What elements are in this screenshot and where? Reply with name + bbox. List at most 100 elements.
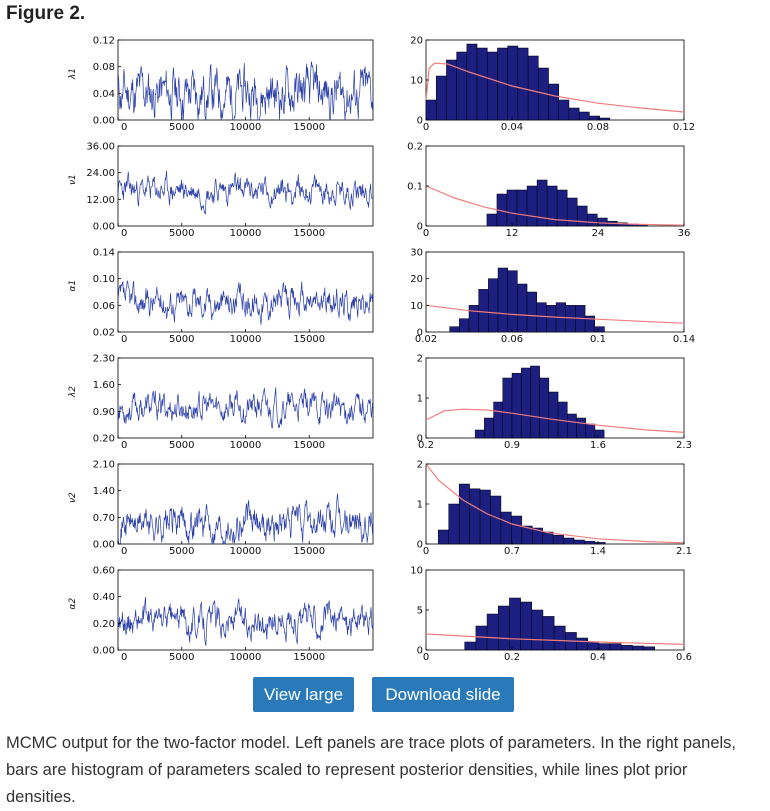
histogram-bar <box>476 47 488 121</box>
histogram-bar <box>516 189 528 227</box>
histogram-bar <box>587 213 598 227</box>
hist-ytick-label: 0 <box>417 222 423 233</box>
histogram-bar <box>479 489 491 545</box>
histogram-bar <box>542 616 555 651</box>
histogram-bar <box>531 609 544 651</box>
hist-xtick-label: 0.1 <box>590 334 606 345</box>
histogram-bar <box>553 625 566 651</box>
trace-line-5 <box>117 493 374 545</box>
parameter-label: λ1 <box>68 68 78 80</box>
histogram-bar <box>486 613 499 651</box>
histogram-bar <box>567 413 577 439</box>
hist-ytick-label: 0 <box>417 116 423 127</box>
histogram-bar <box>539 377 550 439</box>
histogram-bar <box>563 537 575 545</box>
trace-xtick-label: 10000 <box>230 334 262 345</box>
trace-ytick-label: 0.60 <box>93 566 115 577</box>
histogram-bar <box>511 372 522 439</box>
trace-line-2 <box>117 170 374 215</box>
trace-xtick-label: 10000 <box>230 228 262 239</box>
trace-xtick-label: 0 <box>121 228 127 239</box>
hist-xtick-label: 0.4 <box>590 652 606 663</box>
histogram-bar <box>507 45 519 121</box>
hist-xtick-label: 0 <box>423 652 429 663</box>
hist-ytick-label: 0 <box>417 540 423 551</box>
hist-ytick-label: 5 <box>417 606 423 617</box>
trace-ytick-label: 1.60 <box>93 380 115 391</box>
prior-density-line-2 <box>425 185 685 226</box>
hist-xtick-label: 1.4 <box>590 546 606 557</box>
trace-xtick-label: 5000 <box>169 122 194 133</box>
trace-xtick-label: 5000 <box>169 334 194 345</box>
trace-ytick-label: 2.10 <box>93 460 115 471</box>
histogram-bar <box>526 291 537 333</box>
trace-ytick-label: 0.20 <box>93 434 115 445</box>
hist-ytick-label: 1 <box>417 500 423 511</box>
download-slide-button[interactable]: Download slide <box>372 677 514 712</box>
histogram-bar <box>448 503 460 545</box>
histogram-bar <box>490 495 502 545</box>
trace-xtick-label: 5000 <box>169 228 194 239</box>
view-large-button[interactable]: View large <box>253 677 354 712</box>
histogram-bar <box>500 511 512 545</box>
trace-xtick-label: 15000 <box>293 440 325 451</box>
histogram-bar <box>558 99 570 121</box>
trace-ytick-label: 0.02 <box>93 328 115 339</box>
histogram-bar <box>594 326 605 333</box>
histogram-bar <box>587 641 600 651</box>
histogram-bar <box>576 637 588 651</box>
histogram-bar <box>573 539 585 545</box>
hist-xtick-label: 0.12 <box>673 122 695 133</box>
histogram-bar <box>526 185 538 227</box>
prior-density-line-4 <box>425 408 685 433</box>
trace-line-6 <box>117 597 374 647</box>
histogram-bar <box>548 391 559 439</box>
histogram-bar <box>565 305 576 333</box>
histogram-bar <box>609 643 622 651</box>
hist-ytick-label: 1 <box>417 394 423 405</box>
histogram-bar <box>517 283 528 333</box>
histogram-bar <box>458 483 470 545</box>
parameter-label: ν2 <box>68 492 78 503</box>
parameter-label: α2 <box>68 598 78 610</box>
prior-density-line-3 <box>425 304 685 324</box>
trace-ytick-label: 0.00 <box>93 222 115 233</box>
hist-ytick-label: 0.1 <box>407 182 423 193</box>
trace-ytick-label: 24.00 <box>86 168 115 179</box>
histogram-bar <box>530 365 540 439</box>
trace-xtick-label: 0 <box>121 440 127 451</box>
histogram-bar <box>484 417 494 439</box>
prior-density-line-6 <box>425 633 685 645</box>
histogram-bar <box>487 51 498 121</box>
hist-ytick-label: 20 <box>410 274 423 285</box>
histogram-bar <box>456 51 468 121</box>
hist-xtick-label: 0 <box>423 228 429 239</box>
hist-ytick-label: 2 <box>417 460 423 471</box>
trace-xtick-label: 0 <box>121 122 127 133</box>
histogram-bar <box>511 515 523 545</box>
histogram-bar <box>548 83 560 121</box>
histogram-bar <box>468 305 479 333</box>
histogram-bar <box>520 601 533 651</box>
trace-ytick-label: 0.90 <box>93 407 115 418</box>
histogram-bar <box>509 597 521 651</box>
histogram-bar <box>438 529 449 545</box>
trace-xtick-label: 0 <box>121 652 127 663</box>
trace-xtick-label: 15000 <box>293 334 325 345</box>
trace-ytick-label: 0.04 <box>93 89 115 100</box>
histogram-bar <box>520 367 531 439</box>
trace-xtick-label: 5000 <box>169 440 194 451</box>
trace-xtick-label: 0 <box>121 546 127 557</box>
histogram-bar <box>464 641 477 651</box>
hist-xtick-label: 0.2 <box>504 652 520 663</box>
hist-xtick-label: 0.9 <box>504 440 520 451</box>
histogram-bar <box>542 531 554 545</box>
trace-xtick-label: 10000 <box>230 546 262 557</box>
histogram-bar <box>497 605 510 651</box>
histogram-bar <box>597 217 608 227</box>
trace-ytick-label: 12.00 <box>86 195 115 206</box>
trace-ytick-label: 0.12 <box>93 36 115 47</box>
histogram-bar <box>643 646 656 651</box>
histogram-bar <box>598 643 611 651</box>
